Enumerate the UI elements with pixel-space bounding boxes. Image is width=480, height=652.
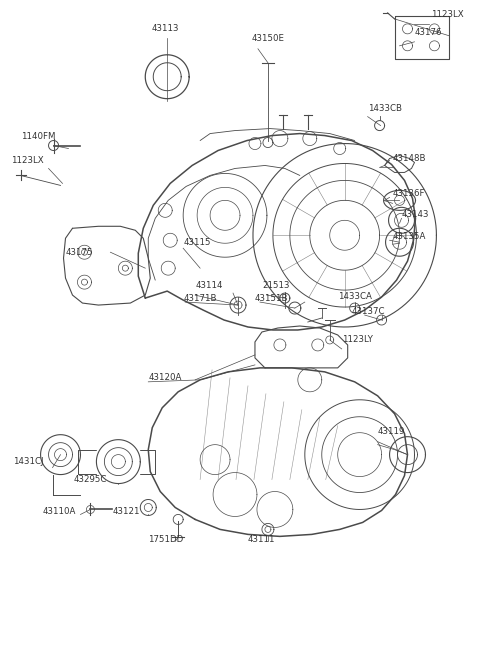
Text: 1751DD: 1751DD bbox=[148, 535, 183, 544]
Text: 43135A: 43135A bbox=[393, 231, 426, 241]
Text: 43136F: 43136F bbox=[393, 189, 425, 198]
Text: 43121: 43121 bbox=[112, 507, 140, 516]
Text: 1433CB: 1433CB bbox=[368, 104, 402, 113]
Text: 43175: 43175 bbox=[65, 248, 93, 257]
Text: 43114: 43114 bbox=[195, 280, 223, 289]
Text: 43119: 43119 bbox=[378, 427, 405, 436]
Text: 1123LX: 1123LX bbox=[11, 156, 43, 165]
Text: 43151B: 43151B bbox=[255, 293, 288, 303]
Text: 43120A: 43120A bbox=[148, 374, 181, 382]
Text: 43176: 43176 bbox=[415, 28, 442, 37]
Text: 1140FM: 1140FM bbox=[21, 132, 55, 141]
Text: 1431CJ: 1431CJ bbox=[12, 457, 43, 466]
Text: 1123LY: 1123LY bbox=[342, 336, 372, 344]
Text: 43113: 43113 bbox=[152, 24, 179, 33]
Text: 43295C: 43295C bbox=[73, 475, 107, 484]
Text: 43110A: 43110A bbox=[43, 507, 76, 516]
Text: 43148B: 43148B bbox=[393, 154, 426, 163]
Text: 21513: 21513 bbox=[262, 280, 289, 289]
Text: 43171B: 43171B bbox=[183, 293, 216, 303]
Text: 43137C: 43137C bbox=[352, 306, 385, 316]
Text: 1433CA: 1433CA bbox=[338, 291, 372, 301]
Text: 43150E: 43150E bbox=[252, 35, 285, 43]
Text: 1123LX: 1123LX bbox=[432, 10, 464, 20]
Text: 43111: 43111 bbox=[248, 535, 276, 544]
Text: 43115: 43115 bbox=[183, 238, 211, 246]
Text: 43143: 43143 bbox=[402, 210, 429, 219]
